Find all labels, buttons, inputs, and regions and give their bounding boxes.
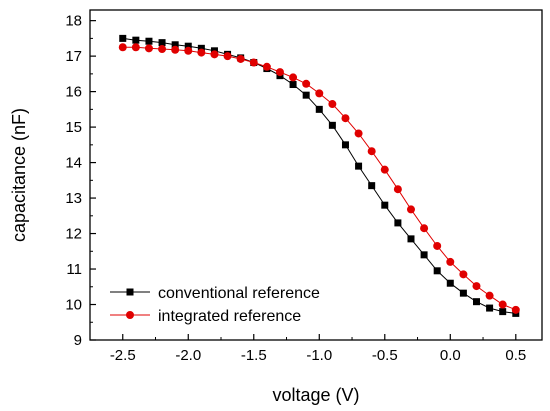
data-point — [236, 54, 245, 63]
series-layer — [118, 34, 520, 317]
data-point — [315, 105, 323, 113]
y-tick-label: 15 — [65, 119, 82, 136]
data-point — [145, 37, 153, 45]
data-point — [446, 257, 455, 266]
y-tick-label: 18 — [65, 13, 82, 30]
data-point — [486, 304, 494, 312]
data-point — [433, 267, 441, 275]
y-tick-label: 10 — [65, 297, 82, 314]
data-point — [367, 147, 376, 156]
x-tick-label: -1.5 — [241, 347, 267, 364]
data-point — [262, 62, 271, 71]
data-point — [459, 270, 468, 279]
y-tick-label: 12 — [65, 226, 82, 243]
data-point — [131, 43, 140, 52]
data-point — [380, 165, 389, 174]
data-point — [119, 34, 127, 42]
data-point — [249, 58, 258, 67]
x-tick-label: -2.0 — [175, 347, 201, 364]
y-tick-label: 16 — [65, 84, 82, 101]
data-point — [302, 79, 311, 88]
data-point — [368, 182, 376, 190]
data-point — [210, 50, 219, 59]
data-point — [459, 289, 467, 297]
data-point — [394, 219, 402, 227]
data-point — [223, 52, 232, 61]
data-point — [302, 91, 310, 99]
data-point — [184, 42, 192, 50]
legend-label: conventional reference — [158, 285, 320, 302]
legend: conventional reference integrated referen… — [110, 285, 320, 325]
x-tick-label: -2.5 — [110, 347, 136, 364]
data-point — [328, 100, 337, 109]
y-tick-label: 14 — [65, 155, 82, 172]
y-axis-label: capacitance (nF) — [9, 108, 29, 242]
data-point — [406, 205, 415, 214]
data-point — [355, 162, 363, 170]
legend-label: integrated reference — [158, 308, 301, 325]
data-point — [197, 44, 205, 52]
series-line — [122, 46, 516, 311]
x-tick-label: -0.5 — [372, 347, 398, 364]
data-point — [132, 36, 140, 44]
legend-marker — [126, 288, 134, 296]
data-point — [289, 81, 297, 89]
data-point — [511, 305, 520, 314]
data-point — [341, 114, 350, 123]
data-point — [184, 46, 193, 55]
data-point — [485, 291, 494, 300]
data-point — [341, 141, 349, 149]
series-0 — [119, 34, 520, 317]
data-point — [472, 298, 480, 306]
data-point — [158, 39, 166, 47]
data-point — [171, 41, 179, 49]
data-point — [420, 251, 428, 259]
data-point — [446, 279, 454, 287]
data-point — [158, 45, 167, 54]
y-axis-ticks: 9 10 11 12 13 14 15 16 17 18 — [65, 13, 96, 349]
data-point — [499, 308, 507, 316]
data-point — [315, 89, 324, 98]
x-tick-label: 0.5 — [505, 347, 526, 364]
data-point — [393, 185, 402, 194]
data-point — [407, 235, 415, 243]
x-axis-ticks: -2.5 -2.0 -1.5 -1.0 -0.5 0.0 0.5 — [110, 334, 526, 364]
data-point — [118, 43, 127, 52]
x-axis-label: voltage (V) — [272, 385, 359, 405]
data-point — [472, 282, 481, 291]
plot-frame — [89, 9, 543, 341]
data-point — [171, 45, 180, 54]
data-point — [498, 300, 507, 309]
data-point — [381, 201, 389, 209]
data-point — [289, 73, 298, 82]
legend-marker — [126, 311, 134, 319]
data-point — [433, 241, 442, 250]
data-point — [354, 129, 363, 138]
data-point — [144, 44, 153, 53]
y-tick-label: 11 — [66, 261, 82, 278]
series-line — [122, 37, 516, 314]
data-point — [328, 121, 336, 129]
y-tick-label: 13 — [65, 190, 82, 207]
y-tick-label: 17 — [65, 48, 82, 65]
data-point — [197, 48, 206, 57]
x-tick-label: 0.0 — [440, 347, 461, 364]
data-point — [420, 224, 429, 233]
data-point — [275, 68, 284, 77]
y-tick-label: 9 — [74, 332, 82, 349]
series-1 — [118, 43, 520, 314]
x-tick-label: -1.0 — [306, 347, 332, 364]
